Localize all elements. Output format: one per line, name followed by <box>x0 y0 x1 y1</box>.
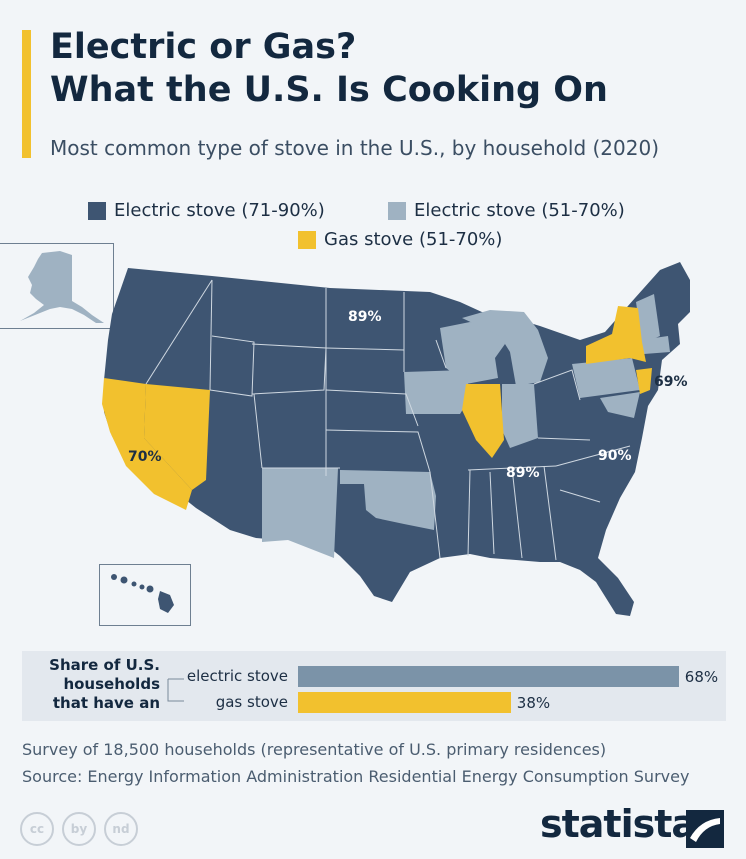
bar-label-electric: electric stove <box>186 667 288 685</box>
us-map: 89% 70% 69% 89% 90% <box>102 262 690 616</box>
attribution-icon[interactable]: by <box>62 812 96 846</box>
legend-item-electric-high: Electric stove (71-90%) <box>88 200 325 221</box>
state-pennsylvania <box>572 358 640 398</box>
subtitle: Most common type of stove in the U.S., b… <box>50 136 660 160</box>
label-tennessee: 89% <box>506 465 540 481</box>
cc-icon-text: cc <box>29 822 45 836</box>
legend-label-gas: Gas stove (51-70%) <box>324 229 503 250</box>
state-new-jersey <box>636 368 652 394</box>
label-california: 70% <box>128 449 162 465</box>
no-derivatives-icon-text: nd <box>112 822 130 836</box>
brand-logo-text[interactable]: statista <box>540 802 697 846</box>
title-line-1: Electric or Gas? <box>50 27 357 67</box>
cc-icon[interactable]: cc <box>20 812 54 846</box>
state-massachusetts <box>640 336 670 354</box>
state-iowa <box>404 370 470 414</box>
bar-gas <box>298 692 511 713</box>
state-wisconsin <box>440 322 505 384</box>
state-michigan <box>462 310 548 386</box>
bar-value-gas: 38% <box>516 694 551 712</box>
bar-electric <box>298 666 679 687</box>
state-indiana <box>502 384 538 448</box>
state-illinois <box>462 384 504 458</box>
share-label: Share of U.S. households that have an <box>49 656 160 712</box>
footnote-survey: Survey of 18,500 households (representat… <box>22 740 607 759</box>
state-hawaii <box>111 574 174 613</box>
hawaii-map <box>111 574 174 613</box>
bar-label-gas: gas stove <box>215 693 288 711</box>
legend-swatch-electric-mid <box>388 201 406 220</box>
state-new-york <box>586 306 646 364</box>
legend-item-electric-mid: Electric stove (51-70%) <box>388 200 625 221</box>
title-line-2: What the U.S. Is Cooking On <box>50 70 608 110</box>
alaska-inset <box>0 243 114 329</box>
legend-swatch-electric-high <box>88 201 106 220</box>
license-icons: cc by nd <box>20 812 138 846</box>
state-oklahoma <box>340 470 436 530</box>
label-north-carolina: 90% <box>598 448 632 464</box>
page-title: Electric or Gas? What the U.S. Is Cookin… <box>50 26 740 112</box>
state-maryland-delaware <box>600 392 640 418</box>
brand-logo-icon <box>686 810 724 848</box>
state-vermont-new-hampshire <box>636 294 660 344</box>
hawaii-inset <box>99 564 191 626</box>
alaska-map <box>20 251 104 323</box>
share-panel: Share of U.S. households that have an el… <box>22 651 726 721</box>
share-connector <box>167 678 184 702</box>
title-accent-bar <box>22 30 31 158</box>
state-alaska <box>20 251 104 323</box>
legend-item-gas: Gas stove (51-70%) <box>298 229 502 250</box>
bar-value-electric: 68% <box>684 668 719 686</box>
legend-swatch-gas <box>298 230 316 249</box>
state-new-mexico <box>262 468 338 558</box>
attribution-icon-text: by <box>70 822 88 836</box>
state-california <box>102 378 192 510</box>
label-new-jersey: 69% <box>654 374 688 390</box>
legend-label-electric-mid: Electric stove (51-70%) <box>414 200 625 221</box>
legend-label-electric-high: Electric stove (71-90%) <box>114 200 325 221</box>
label-north-dakota: 89% <box>348 309 382 325</box>
state-nevada <box>144 384 210 490</box>
footnote-source: Source: Energy Information Administratio… <box>22 767 690 786</box>
state-borders <box>145 279 631 561</box>
no-derivatives-icon[interactable]: nd <box>104 812 138 846</box>
